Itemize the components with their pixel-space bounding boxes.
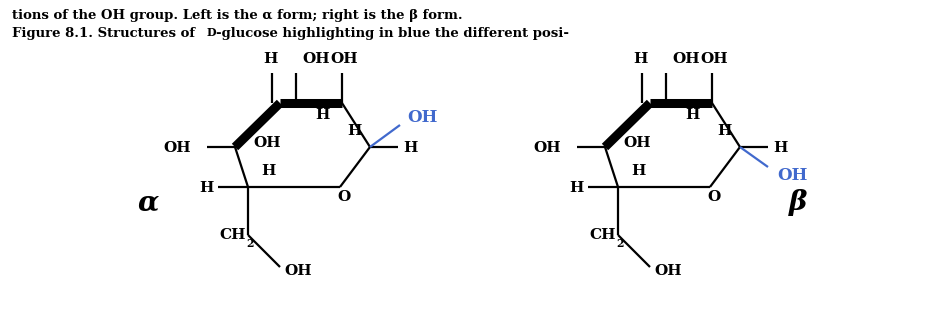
Text: OH: OH <box>777 166 807 183</box>
Text: 2: 2 <box>246 238 254 249</box>
Text: H: H <box>261 164 275 178</box>
Text: H: H <box>717 124 731 138</box>
Text: H: H <box>633 52 647 66</box>
Text: D: D <box>207 27 217 38</box>
Text: CH: CH <box>589 228 616 242</box>
Text: O: O <box>708 190 721 204</box>
Text: H: H <box>403 141 417 155</box>
Text: H: H <box>631 164 645 178</box>
Text: OH: OH <box>655 264 682 278</box>
Text: H: H <box>685 108 699 122</box>
Text: tions of the OH group. Left is the α form; right is the β form.: tions of the OH group. Left is the α for… <box>12 8 463 22</box>
Text: 2: 2 <box>616 238 623 249</box>
Text: OH: OH <box>700 52 727 66</box>
Text: O: O <box>338 190 351 204</box>
Text: OH: OH <box>330 52 358 66</box>
Text: H: H <box>347 124 361 138</box>
Text: OH: OH <box>254 136 281 150</box>
Text: CH: CH <box>219 228 246 242</box>
Text: OH: OH <box>407 109 437 126</box>
Text: Figure 8.1. Structures of: Figure 8.1. Structures of <box>12 26 200 39</box>
Text: OH: OH <box>164 141 191 155</box>
Text: H: H <box>569 181 583 195</box>
Text: OH: OH <box>534 141 561 155</box>
Text: H: H <box>263 52 277 66</box>
Text: OH: OH <box>284 264 312 278</box>
Text: H: H <box>199 181 213 195</box>
Text: α: α <box>137 190 159 216</box>
Text: OH: OH <box>623 136 651 150</box>
Text: OH: OH <box>673 52 700 66</box>
Text: OH: OH <box>302 52 330 66</box>
Text: H: H <box>315 108 329 122</box>
Text: H: H <box>773 141 787 155</box>
Text: β: β <box>789 190 807 216</box>
Text: -glucose highlighting in blue the different posi-: -glucose highlighting in blue the differ… <box>216 26 569 39</box>
